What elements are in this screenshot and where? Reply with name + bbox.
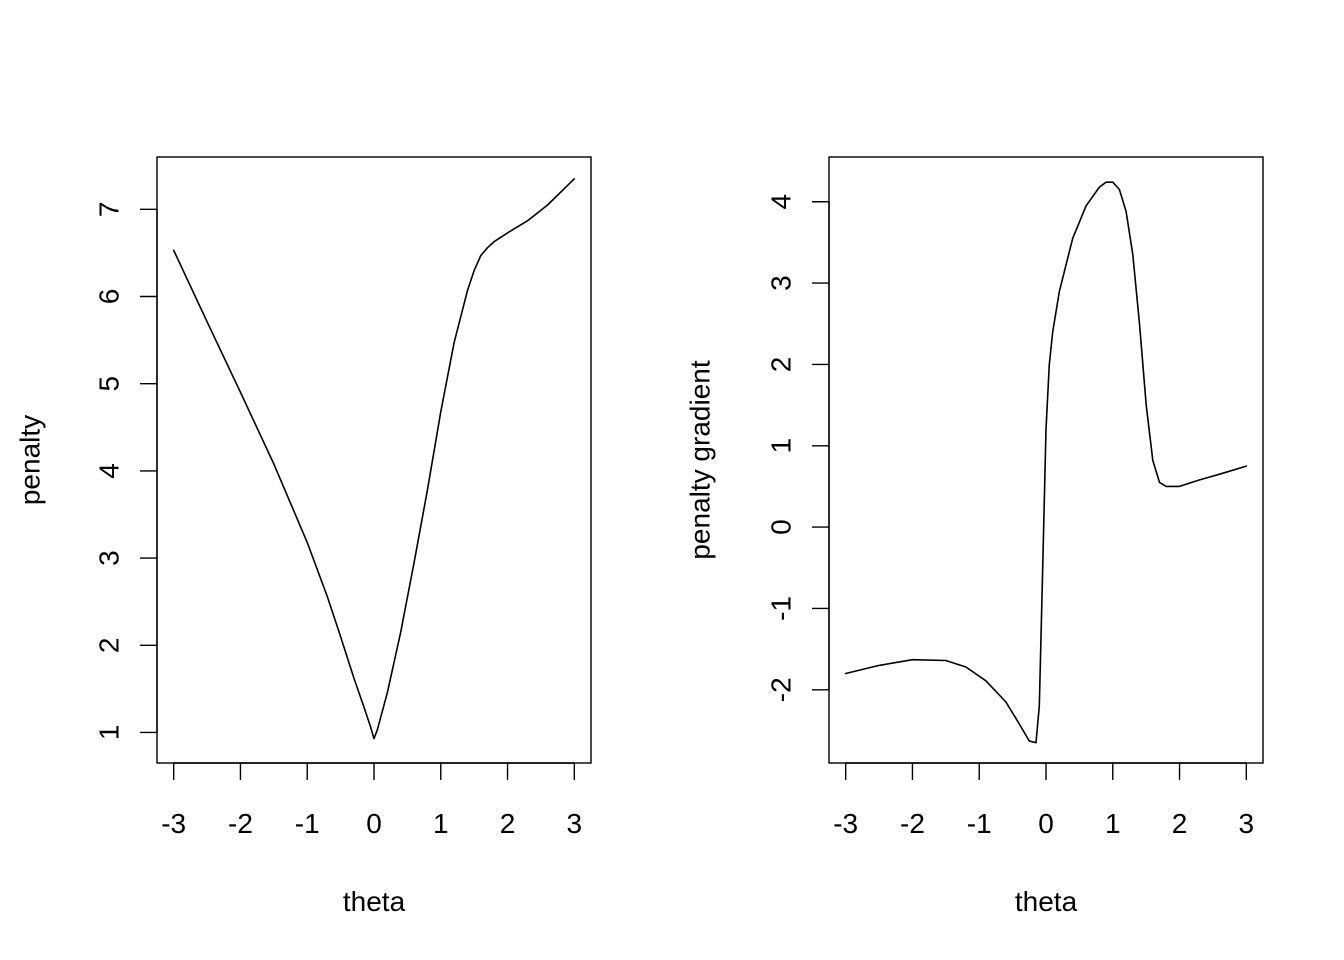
y-tick-label: 0 <box>766 519 797 535</box>
y-tick-label: 7 <box>94 202 125 218</box>
x-tick-label: 2 <box>500 808 516 839</box>
y-axis-title: penalty gradient <box>685 360 716 559</box>
x-tick-label: 1 <box>433 808 449 839</box>
x-tick-label: -1 <box>967 808 992 839</box>
x-tick-label: 0 <box>366 808 382 839</box>
y-tick-label: 1 <box>94 725 125 741</box>
y-tick-label: 4 <box>94 463 125 479</box>
x-tick-label: 0 <box>1038 808 1054 839</box>
series-line <box>172 178 576 740</box>
series-line <box>844 181 1248 744</box>
penalty-gradient-panel: -3 -2 -1 0 1 2 3 -2 -1 0 1 2 3 4 theta penalty gradient <box>685 156 1264 917</box>
x-tick-label: -2 <box>228 808 253 839</box>
x-tick-label: -3 <box>833 808 858 839</box>
x-tick-label: -2 <box>900 808 925 839</box>
y-tick-label: 3 <box>94 550 125 566</box>
x-tick-label: -1 <box>295 808 320 839</box>
y-tick-label: -1 <box>766 596 797 621</box>
y-tick-label: 6 <box>94 289 125 305</box>
x-tick-label: 3 <box>567 808 583 839</box>
y-tick-label: 2 <box>94 637 125 653</box>
y-tick-label: -2 <box>766 677 797 702</box>
x-axis-title: theta <box>343 886 406 917</box>
x-tick-label: 1 <box>1105 808 1121 839</box>
y-tick-label: 1 <box>766 438 797 454</box>
x-tick-label: 3 <box>1239 808 1255 839</box>
x-tick-label: 2 <box>1172 808 1188 839</box>
y-tick-label: 5 <box>94 376 125 392</box>
penalty-panel: -3 -2 -1 0 1 2 3 1 2 3 4 5 6 7 theta penalty <box>15 156 592 917</box>
y-tick-label: 4 <box>766 194 797 210</box>
x-tick-label: -3 <box>161 808 186 839</box>
y-tick-label: 3 <box>766 275 797 291</box>
plot-frame <box>156 156 592 764</box>
y-tick-label: 2 <box>766 357 797 373</box>
x-axis-title: theta <box>1015 886 1078 917</box>
y-axis-title: penalty <box>15 415 46 505</box>
